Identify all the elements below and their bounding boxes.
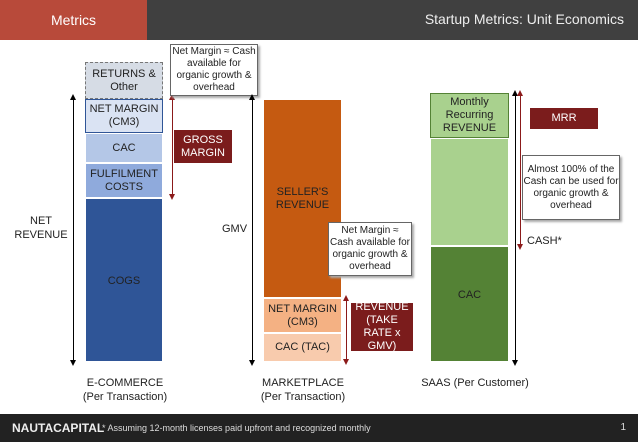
gmv-arrow bbox=[249, 94, 255, 366]
revenue-arrow bbox=[343, 295, 349, 365]
cash-label: CASH* bbox=[527, 235, 562, 247]
ecommerce-title: E-COMMERCE bbox=[86, 377, 164, 389]
cash-block bbox=[430, 138, 509, 246]
cash-arrow bbox=[517, 90, 523, 250]
callout-saas: Almost 100% of the Cash can be used for … bbox=[522, 155, 620, 220]
saas-total-arrow bbox=[512, 90, 518, 366]
net-margin-block: NET MARGIN (CM3) bbox=[85, 99, 163, 133]
footer: NAUTACAPITAL * Assuming 12-month license… bbox=[0, 414, 638, 442]
marketplace-net-margin-block: NET MARGIN (CM3) bbox=[263, 298, 342, 333]
saas-cac-block: CAC bbox=[430, 246, 509, 362]
ecommerce-subtitle: (Per Transaction) bbox=[82, 391, 168, 403]
footnote: * Assuming 12-month licenses paid upfron… bbox=[102, 423, 371, 433]
callout-marketplace: Net Margin ≈ Cash available for organic … bbox=[328, 222, 412, 276]
returns-block: RETURNS & Other bbox=[85, 62, 163, 99]
net-revenue-label: NET REVENUE bbox=[14, 215, 68, 241]
callout-ecommerce: Net Margin ≈ Cash available for organic … bbox=[170, 44, 258, 96]
mrr-box: MRR bbox=[530, 108, 598, 129]
net-revenue-arrow bbox=[70, 94, 76, 366]
page-number: 1 bbox=[620, 422, 626, 433]
gmv-label: GMV bbox=[222, 223, 248, 235]
marketplace-title: MARKETPLACE bbox=[262, 377, 344, 389]
marketplace-subtitle: (Per Transaction) bbox=[260, 391, 346, 403]
ecommerce-label: E-COMMERCE (Per Transaction) bbox=[70, 376, 180, 404]
section-tab[interactable]: Metrics bbox=[0, 0, 147, 40]
tac-block: CAC (TAC) bbox=[263, 333, 342, 362]
fulfilment-block: FULFILMENT COSTS bbox=[85, 163, 163, 198]
saas-label: SAAS (Per Customer) bbox=[421, 377, 529, 389]
gross-margin-box: GROSS MARGIN bbox=[174, 130, 232, 163]
revenue-box: REVENUE (TAKE RATE x GMV) bbox=[351, 301, 413, 352]
slide-title: Startup Metrics: Unit Economics bbox=[424, 11, 624, 27]
gross-margin-arrow bbox=[169, 94, 175, 200]
logo: NAUTACAPITAL bbox=[12, 421, 105, 435]
marketplace-label: MARKETPLACE (Per Transaction) bbox=[250, 376, 356, 404]
mrr-block: Monthly Recurring REVENUE bbox=[430, 93, 509, 138]
cac-block: CAC bbox=[85, 133, 163, 163]
cogs-block: COGS bbox=[85, 198, 163, 362]
